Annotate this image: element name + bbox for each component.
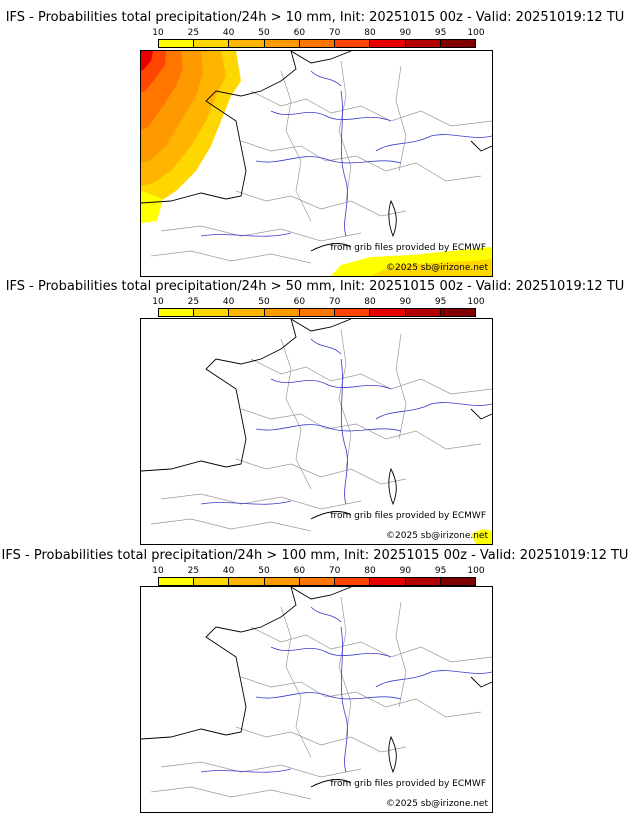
legend-tick-label: 50 (258, 297, 270, 307)
legend-tick-label: 40 (222, 28, 235, 38)
legend-swatch (159, 578, 195, 585)
legend-swatch (229, 40, 265, 47)
rivers (200, 338, 492, 505)
legend-tick-label: 50 (258, 566, 270, 576)
probability-legend: 10 25 40 50 60 70 80 90 95 100 (152, 28, 485, 54)
legend-tick-label: 100 (467, 28, 485, 38)
legend-swatch (440, 309, 475, 316)
panel-title: IFS - Probabilities total precipitation/… (5, 279, 625, 294)
legend-swatch (370, 578, 406, 585)
legend-swatch (440, 40, 475, 47)
legend-swatch (264, 309, 300, 316)
legend-tick-label: 70 (328, 28, 341, 38)
legend-tick-label: 60 (293, 297, 306, 307)
legend-tick-label: 95 (434, 566, 447, 576)
legend-color-bar (158, 39, 476, 48)
legend-swatch (440, 578, 475, 585)
legend-tick-label: 90 (399, 566, 412, 576)
coastline (141, 319, 492, 520)
legend-tick-label: 70 (328, 566, 341, 576)
legend-swatch (370, 40, 406, 47)
legend-tick-label: 80 (364, 28, 376, 38)
legend-swatch (194, 309, 230, 316)
map-area: from grib files provided by ECMWF ©2025 … (140, 318, 493, 545)
coastline (141, 51, 492, 252)
legend-tick-label: 80 (364, 297, 376, 307)
legend-color-bar (158, 577, 476, 586)
legend-swatch (405, 578, 441, 585)
legend-swatch (405, 309, 441, 316)
legend-swatch (194, 578, 230, 585)
legend-tick-label: 100 (467, 297, 485, 307)
legend-swatch (194, 40, 230, 47)
legend-tick-label: 100 (467, 566, 485, 576)
legend-swatch (229, 578, 265, 585)
legend-tick-label: 60 (293, 28, 306, 38)
data-source-credit: from grib files provided by ECMWF (330, 779, 486, 789)
legend-tick-label: 10 (152, 297, 164, 307)
legend-swatch (299, 309, 336, 316)
legend-swatch (229, 309, 265, 316)
legend-swatch (264, 578, 300, 585)
map-svg (141, 319, 492, 544)
legend-tick-label: 10 (152, 28, 164, 38)
legend-tick-label: 25 (187, 297, 200, 307)
legend-color-bar (158, 308, 476, 317)
legend-swatch (264, 40, 300, 47)
coastline (141, 587, 492, 788)
admin-borders (150, 60, 492, 264)
legend-tick-label: 95 (434, 28, 447, 38)
panel-title: IFS - Probabilities total precipitation/… (1, 548, 629, 563)
panel-title: IFS - Probabilities total precipitation/… (5, 10, 625, 25)
legend-tick-label: 50 (258, 28, 270, 38)
map-area: from grib files provided by ECMWF ©2025 … (140, 50, 493, 277)
legend-swatch (335, 40, 371, 47)
legend-tick-label: 25 (187, 28, 200, 38)
copyright-credit: ©2025 sb@irizone.net (386, 531, 488, 541)
legend-tick-label: 70 (328, 297, 341, 307)
legend-tick-label: 95 (434, 297, 447, 307)
map-panel-10mm: IFS - Probabilities total precipitation/… (0, 10, 630, 280)
legend-swatch (335, 309, 371, 316)
legend-swatch (335, 578, 371, 585)
legend-swatch (370, 309, 406, 316)
rivers (200, 70, 492, 237)
legend-tick-label: 60 (293, 566, 306, 576)
precip-probability-shading (141, 51, 492, 276)
map-panel-100mm: IFS - Probabilities total precipitation/… (0, 548, 630, 818)
legend-swatch (159, 309, 195, 316)
map-svg (141, 51, 492, 276)
legend-swatch (405, 40, 441, 47)
legend-swatch (159, 40, 195, 47)
legend-tick-label: 40 (222, 566, 235, 576)
map-svg (141, 587, 492, 800)
legend-tick-label: 40 (222, 297, 235, 307)
data-source-credit: from grib files provided by ECMWF (330, 511, 486, 521)
legend-tick-label: 90 (399, 297, 412, 307)
probability-legend: 10 25 40 50 60 70 80 90 95 100 (152, 297, 485, 323)
legend-tick-label: 90 (399, 28, 412, 38)
admin-borders (150, 596, 492, 800)
legend-tick-label: 25 (187, 566, 200, 576)
copyright-credit: ©2025 sb@irizone.net (386, 799, 488, 809)
map-area: from grib files provided by ECMWF ©2025 … (140, 586, 493, 813)
legend-tick-label: 80 (364, 566, 376, 576)
admin-borders (150, 328, 492, 532)
copyright-credit: ©2025 sb@irizone.net (386, 263, 488, 273)
legend-tick-label: 10 (152, 566, 164, 576)
legend-swatch (299, 40, 336, 47)
map-panel-50mm: IFS - Probabilities total precipitation/… (0, 279, 630, 549)
legend-swatch (299, 578, 336, 585)
probability-legend: 10 25 40 50 60 70 80 90 95 100 (152, 566, 485, 592)
data-source-credit: from grib files provided by ECMWF (330, 243, 486, 253)
precip-probability-shading (471, 529, 492, 544)
rivers (200, 606, 492, 773)
